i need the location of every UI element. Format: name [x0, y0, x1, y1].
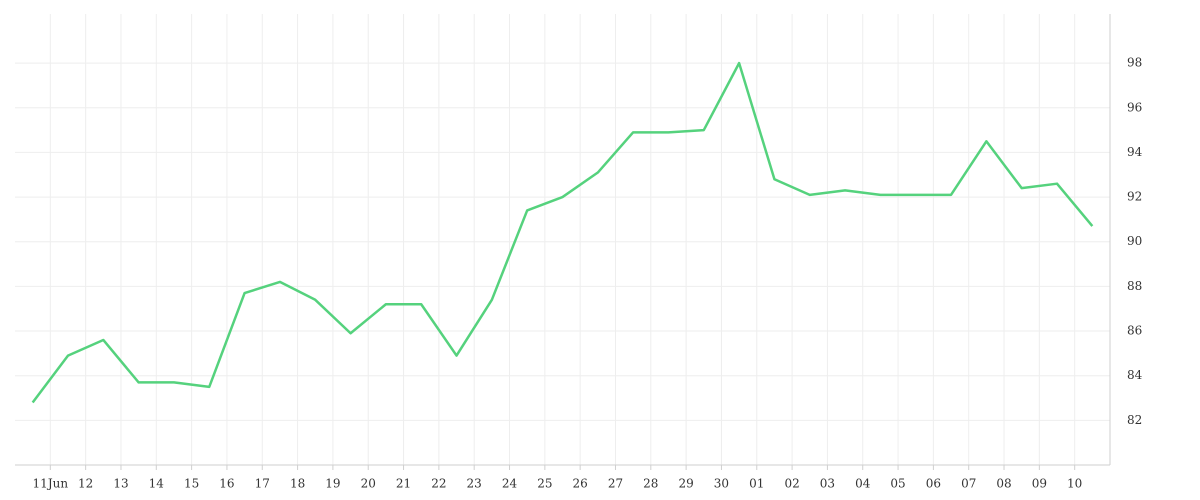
y-tick-label: 94	[1127, 145, 1143, 159]
y-tick-label: 86	[1127, 324, 1142, 338]
x-tick-label: 04	[855, 477, 871, 491]
x-tick-label: 27	[608, 477, 623, 491]
x-tick-label: 07	[961, 477, 976, 491]
x-tick-label: 10	[1067, 477, 1082, 491]
y-tick-label: 92	[1127, 190, 1142, 204]
y-tick-label: 96	[1127, 100, 1142, 114]
x-tick-label: 15	[184, 477, 199, 491]
x-tick-label: 20	[361, 477, 376, 491]
x-tick-label: 29	[678, 477, 693, 491]
x-tick-label: 12	[78, 477, 93, 491]
x-tick-label: 28	[643, 477, 658, 491]
x-tick-label: 21	[396, 477, 411, 491]
y-tick-label: 90	[1127, 234, 1142, 248]
x-tick-label: 05	[890, 477, 905, 491]
x-tick-label: 02	[784, 477, 799, 491]
x-tick-label: 14	[149, 477, 165, 491]
x-tick-label: 23	[467, 477, 482, 491]
x-tick-label: 19	[325, 477, 340, 491]
x-tick-label: 26	[573, 477, 588, 491]
x-tick-label: 11Jun	[33, 477, 69, 491]
x-tick-label: 24	[502, 477, 518, 491]
x-tick-label: 03	[820, 477, 835, 491]
x-tick-label: 25	[537, 477, 552, 491]
x-tick-label: 18	[290, 477, 305, 491]
x-tick-label: 22	[431, 477, 446, 491]
y-tick-label: 84	[1127, 368, 1143, 382]
x-tick-label: 09	[1032, 477, 1047, 491]
x-tick-label: 08	[996, 477, 1011, 491]
x-tick-label: 06	[926, 477, 941, 491]
x-tick-label: 30	[714, 477, 729, 491]
x-tick-label: 17	[255, 477, 270, 491]
y-tick-label: 98	[1127, 56, 1142, 70]
x-tick-label: 01	[749, 477, 764, 491]
y-tick-label: 82	[1127, 413, 1142, 427]
x-tick-label: 16	[219, 477, 234, 491]
y-tick-label: 88	[1127, 279, 1142, 293]
line	[31, 61, 1094, 404]
x-tick-label: 13	[113, 477, 128, 491]
